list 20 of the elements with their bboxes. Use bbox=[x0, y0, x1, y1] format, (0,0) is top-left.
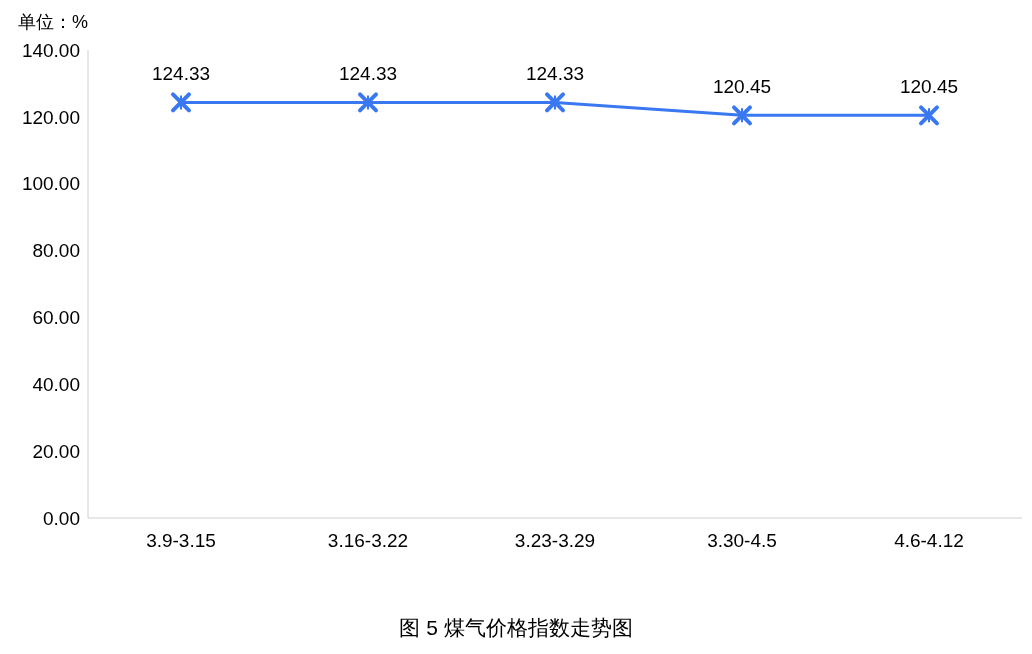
x-tick-label: 3.9-3.15 bbox=[146, 530, 216, 552]
y-tick-label: 40.00 bbox=[32, 374, 80, 396]
y-tick-label: 140.00 bbox=[21, 39, 80, 61]
data-label: 124.33 bbox=[338, 63, 398, 85]
data-label: 124.33 bbox=[151, 63, 211, 85]
y-tick-label: 20.00 bbox=[32, 440, 80, 462]
data-label: 124.33 bbox=[525, 63, 585, 85]
data-label: 120.45 bbox=[899, 76, 959, 98]
y-axis-title: 单位：% bbox=[18, 11, 89, 34]
x-tick-label: 3.16-3.22 bbox=[327, 530, 409, 552]
y-tick-label: 60.00 bbox=[32, 307, 80, 329]
y-tick-label: 120.00 bbox=[21, 106, 80, 128]
y-tick-label: 80.00 bbox=[32, 240, 80, 262]
x-tick-label: 3.30-4.5 bbox=[707, 530, 777, 552]
x-tick-label: 4.6-4.12 bbox=[894, 530, 964, 552]
y-tick-label: 100.00 bbox=[21, 173, 80, 195]
y-tick-label: 0.00 bbox=[43, 507, 80, 529]
data-label: 120.45 bbox=[712, 76, 772, 98]
text: 图 5 煤气价格指数走势图 bbox=[398, 615, 634, 641]
x-tick-label: 3.23-3.29 bbox=[514, 530, 596, 552]
